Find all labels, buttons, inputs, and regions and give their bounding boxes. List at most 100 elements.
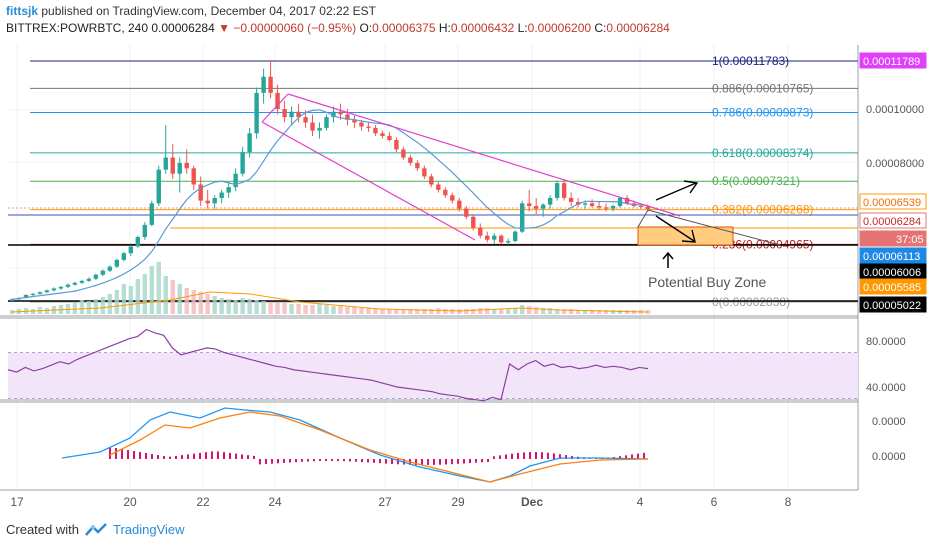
volume-bar bbox=[561, 309, 567, 314]
volume-bar bbox=[121, 284, 127, 314]
candle-body bbox=[457, 200, 462, 209]
volume-bar bbox=[394, 309, 399, 314]
price-badge-label: 0.00006284 bbox=[863, 216, 921, 228]
volume-bar bbox=[170, 280, 175, 314]
time-tick-label: 6 bbox=[711, 495, 718, 509]
candle-body bbox=[254, 92, 259, 134]
candle-body bbox=[547, 197, 553, 205]
volume-bar bbox=[107, 294, 113, 314]
signal-line bbox=[109, 411, 649, 483]
candle-body bbox=[37, 292, 43, 294]
volume-bar bbox=[492, 309, 497, 314]
arrow-up-icon bbox=[662, 251, 674, 268]
volume-bar bbox=[554, 309, 560, 314]
fib-label: 0.382(0.00006268) bbox=[712, 203, 813, 217]
candle-body bbox=[212, 197, 217, 204]
volume-bar bbox=[163, 276, 168, 314]
candle-body bbox=[624, 197, 630, 204]
candle-body bbox=[394, 140, 399, 150]
candle-body bbox=[408, 157, 413, 163]
candle-body bbox=[610, 206, 616, 209]
candle-body bbox=[373, 127, 378, 134]
low-value: 0.00006200 bbox=[527, 21, 592, 35]
time-tick-label: 4 bbox=[637, 495, 644, 509]
candle-body bbox=[163, 157, 168, 170]
volume-bar bbox=[540, 308, 546, 314]
candle-body bbox=[170, 157, 175, 174]
candle-body bbox=[310, 122, 315, 131]
volume-bar bbox=[589, 310, 595, 314]
volume-bar bbox=[547, 308, 553, 314]
volume-bar bbox=[240, 298, 245, 314]
volume-bar bbox=[184, 288, 189, 314]
volume-bar bbox=[436, 308, 441, 314]
price-badge bbox=[859, 193, 927, 210]
volume-bar bbox=[44, 308, 50, 314]
volume-bar bbox=[513, 308, 518, 314]
macd-line bbox=[61, 407, 649, 483]
volume-bar bbox=[401, 309, 406, 314]
volume-bar bbox=[212, 296, 217, 314]
time-tick-label: Dec bbox=[521, 495, 543, 509]
author-link[interactable]: fittsjk bbox=[6, 4, 39, 18]
candle-body bbox=[359, 122, 364, 127]
candle-body bbox=[338, 111, 343, 115]
publish-text: published on TradingView.com, December 0… bbox=[41, 4, 377, 18]
price-badge-label: 0.00005022 bbox=[863, 300, 921, 312]
volume-bar bbox=[275, 302, 280, 314]
volume-bar bbox=[205, 294, 210, 314]
channel-edge bbox=[261, 93, 289, 123]
volume-bar bbox=[610, 310, 616, 314]
chart-overlays bbox=[11, 93, 781, 313]
close-value: 0.00006284 bbox=[606, 21, 670, 35]
symbol-name[interactable]: BITTREX:POWRBTC, 240 bbox=[6, 21, 149, 35]
candle-body bbox=[296, 111, 301, 118]
fib-levels: 1(0.00011783) 0.886(0.00010765) 0.786(0.00… bbox=[8, 54, 858, 309]
projection-line bbox=[647, 209, 781, 246]
candles bbox=[9, 61, 651, 302]
fib-label: 0(0.00002838) bbox=[712, 295, 790, 309]
candle-body bbox=[44, 290, 50, 293]
candle-body bbox=[23, 294, 29, 298]
time-tick-label: 24 bbox=[268, 495, 282, 509]
candle-body bbox=[561, 183, 567, 198]
candle-body bbox=[303, 117, 308, 123]
volume-bar bbox=[93, 299, 99, 314]
candle-body bbox=[149, 203, 154, 225]
buy-zone-label: Potential Buy Zone bbox=[648, 274, 767, 290]
candle-body bbox=[366, 126, 371, 128]
candle-body bbox=[100, 270, 106, 275]
candle-body bbox=[464, 208, 469, 217]
candle-body bbox=[317, 127, 322, 131]
volume-bar bbox=[282, 303, 287, 314]
candle-body bbox=[114, 259, 120, 267]
volume-bar bbox=[114, 290, 120, 314]
price-badge bbox=[859, 278, 927, 295]
volume-bar bbox=[380, 309, 385, 314]
candle-body bbox=[128, 246, 134, 254]
volume-bar bbox=[387, 309, 392, 314]
candle-body bbox=[471, 216, 476, 228]
time-tick-label: 22 bbox=[196, 495, 210, 509]
macd-pane bbox=[61, 407, 649, 483]
fib-label: 0.886(0.00010765) bbox=[712, 81, 813, 95]
channel-upper bbox=[287, 93, 681, 217]
candle-body bbox=[513, 231, 518, 242]
candle-body bbox=[79, 280, 85, 283]
price-badge bbox=[859, 296, 927, 313]
volume-bar bbox=[408, 309, 413, 314]
volume-bar bbox=[72, 302, 78, 314]
volume-bar bbox=[324, 305, 329, 314]
candle-body bbox=[205, 200, 210, 204]
created-with-text: Created with bbox=[6, 522, 79, 537]
candle-body bbox=[93, 274, 99, 279]
candle-body bbox=[9, 299, 15, 301]
volume-bar bbox=[478, 308, 483, 314]
time-tick-label: 20 bbox=[123, 495, 137, 509]
tradingview-link[interactable]: TradingView bbox=[112, 522, 185, 537]
candle-body bbox=[51, 288, 57, 291]
candle-body bbox=[121, 253, 127, 260]
rsi-pane bbox=[7, 328, 858, 402]
footer: Created with TradingView bbox=[6, 522, 185, 537]
